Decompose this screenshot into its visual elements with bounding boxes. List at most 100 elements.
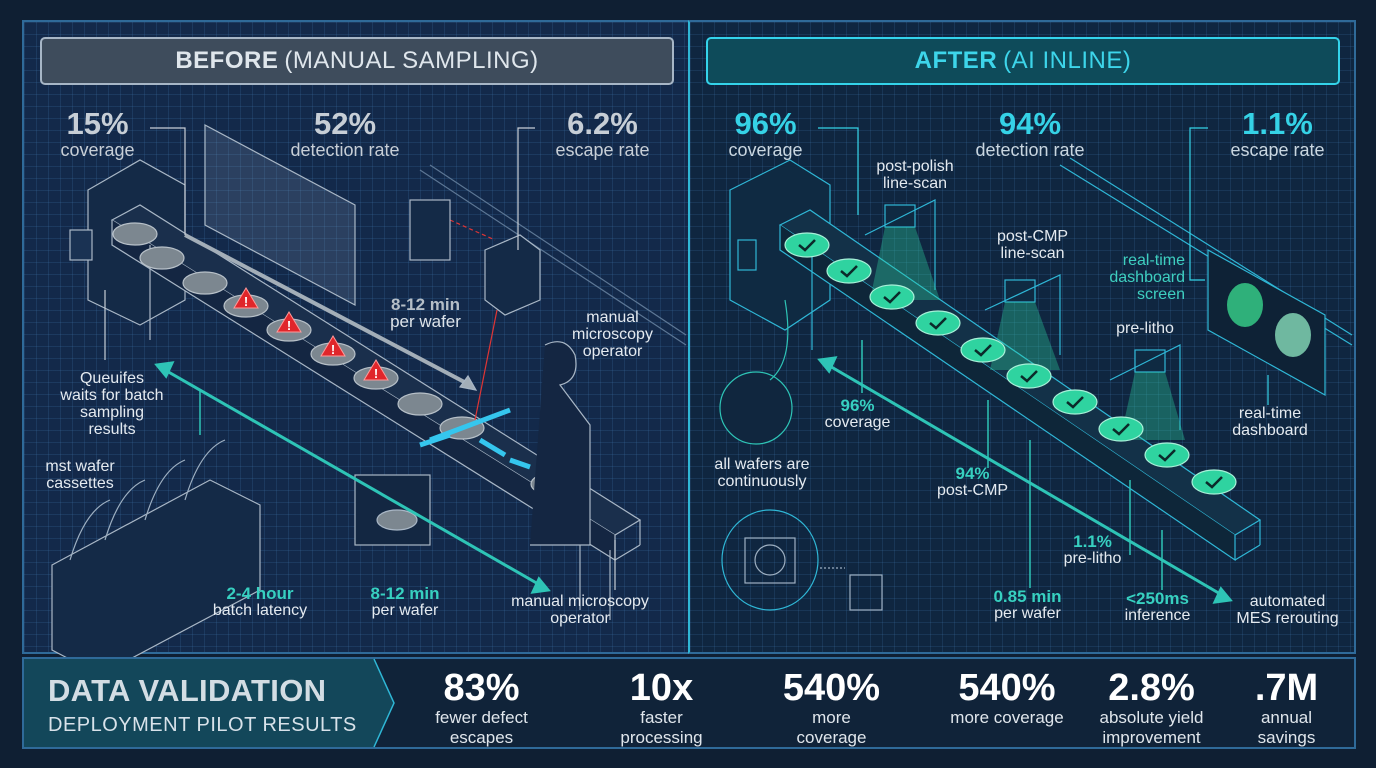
after-pre-litho-label: pre-litho <box>1116 320 1174 337</box>
stat-value: 94% <box>998 106 1062 141</box>
callout-label: per wafer <box>390 312 461 331</box>
warning-icon: ! <box>331 342 335 357</box>
label-line: post-polish <box>876 158 954 175</box>
metric-label: improvement <box>1102 728 1201 747</box>
metric-label: annual <box>1260 708 1313 727</box>
before-banner-bold: BEFORE <box>175 47 279 74</box>
after-pre-litho-callout: 1.1% pre-litho <box>1050 533 1135 567</box>
label-line: results <box>88 421 136 438</box>
label-line: microscopy <box>572 326 653 343</box>
before-stat-coverage: 15% coverage <box>50 108 145 159</box>
label-line: line-scan <box>1000 245 1065 262</box>
label-line: MES rerouting <box>1236 610 1339 627</box>
check-icons <box>798 239 1223 489</box>
callout-value: 1.1% <box>1073 532 1112 551</box>
label-line: continuously <box>717 473 807 490</box>
label-line: operator <box>582 343 643 360</box>
metric-value: 2.8% <box>1108 667 1195 709</box>
label-line: real-time <box>1238 405 1302 422</box>
callout-label: coverage <box>824 414 891 431</box>
validation-subtitle: DEPLOYMENT PILOT RESULTS <box>48 714 357 736</box>
metric-yield-improvement: 2.8% absolute yield improvement <box>1089 669 1214 747</box>
metric-label: coverage <box>796 728 867 747</box>
callout-value: 2-4 hour <box>226 584 294 603</box>
after-dashboard-label: real-time dashboard <box>1220 405 1320 439</box>
stat-label: escape rate <box>1230 140 1325 160</box>
after-mes-label: automated MES rerouting <box>1225 593 1350 627</box>
before-cassettes-label: mst wafer cassettes <box>35 458 125 492</box>
after-stat-coverage: 96% coverage <box>718 108 813 159</box>
callout-value: <250ms <box>1126 589 1189 608</box>
chevron-divider-icon <box>373 658 395 748</box>
label-line: all wafers are <box>714 456 810 473</box>
metric-label: absolute yield <box>1099 708 1204 727</box>
after-post-cmp-callout: 94% post-CMP <box>925 465 1020 499</box>
callout-value: 8-12 min <box>370 584 440 603</box>
after-post-polish-label: post-polish line-scan <box>865 158 965 192</box>
after-continuous-label: all wafers are continuously <box>702 456 822 490</box>
metric-label: fewer defect <box>435 708 528 727</box>
after-dashboard-screen-label: real-time dashboard screen <box>1105 252 1185 303</box>
data-validation-header: DATA VALIDATION DEPLOYMENT PILOT RESULTS <box>24 659 394 747</box>
stat-label: escape rate <box>555 140 650 160</box>
stat-label: detection rate <box>290 140 400 160</box>
after-post-cmp-label: post-CMP line-scan <box>985 228 1080 262</box>
metric-value: 10x <box>629 667 694 709</box>
before-banner: BEFORE (MANUAL SAMPLING) <box>40 37 674 85</box>
label-line: line-scan <box>882 175 948 192</box>
label-line: screen <box>1136 286 1185 303</box>
metric-more-coverage: 540% more coverage <box>769 669 894 747</box>
callout-label: post-CMP <box>936 482 1009 499</box>
before-queue-label: Queuifes waits for batch sampling result… <box>52 370 172 438</box>
warning-icons <box>233 287 389 381</box>
label-line: manual <box>586 309 639 326</box>
label-line: manual microscopy <box>511 593 649 610</box>
before-per-wafer-top: 8-12 min per wafer <box>378 296 473 330</box>
label-line: dashboard <box>1109 269 1185 286</box>
callout-value: 94% <box>955 464 990 483</box>
metric-label: processing <box>620 728 703 747</box>
after-banner-bold: AFTER <box>914 47 998 74</box>
metric-value: 83% <box>443 667 520 709</box>
after-stat-escape: 1.1% escape rate <box>1220 108 1335 159</box>
label-line: waits for batch <box>60 387 164 404</box>
stat-value: 96% <box>734 106 797 141</box>
before-batch-latency: 2-4 hour batch latency <box>200 585 320 619</box>
before-operator-top-label: manual microscopy operator <box>555 309 670 360</box>
stat-value: 15% <box>66 106 129 141</box>
data-validation-bar: DATA VALIDATION DEPLOYMENT PILOT RESULTS… <box>22 657 1356 749</box>
callout-label: inference <box>1124 607 1191 624</box>
label-line: cassettes <box>46 475 114 492</box>
warning-icon: ! <box>287 318 291 333</box>
metric-label: escapes <box>449 728 514 747</box>
label-line: sampling <box>79 404 145 421</box>
label-line: operator <box>550 610 610 627</box>
before-per-wafer-bottom: 8-12 min per wafer <box>355 585 455 619</box>
callout-value: 0.85 min <box>993 587 1062 606</box>
after-stat-detection: 94% detection rate <box>955 108 1105 159</box>
metric-defect-escapes: 83% fewer defect escapes <box>424 669 539 747</box>
label-line: Queuifes <box>79 370 145 387</box>
metric-value: 540% <box>958 667 1056 709</box>
before-panel: BEFORE (MANUAL SAMPLING) <box>22 20 690 654</box>
stat-value: 6.2% <box>567 106 638 141</box>
callout-label: per wafer <box>994 605 1061 622</box>
validation-title: DATA VALIDATION <box>48 673 327 708</box>
label-line: dashboard <box>1232 422 1308 439</box>
after-banner-rest: (AI INLINE) <box>1003 47 1132 74</box>
label-line: post-CMP <box>996 228 1069 245</box>
metric-annual-savings: .7M annual savings <box>1234 669 1339 747</box>
metric-label: faster <box>640 708 683 727</box>
before-stat-detection: 52% detection rate <box>270 108 420 159</box>
stat-label: coverage <box>728 140 803 160</box>
callout-value: 96% <box>840 396 875 415</box>
after-banner: AFTER (AI INLINE) <box>706 37 1340 85</box>
metric-label: more <box>812 708 851 727</box>
after-per-wafer-callout: 0.85 min per wafer <box>980 588 1075 622</box>
stat-value: 1.1% <box>1242 106 1313 141</box>
stat-label: detection rate <box>975 140 1085 160</box>
callout-label: pre-litho <box>1063 550 1122 567</box>
stat-value: 52% <box>313 106 377 141</box>
before-operator-bottom-label: manual microscopy operator <box>495 593 665 627</box>
